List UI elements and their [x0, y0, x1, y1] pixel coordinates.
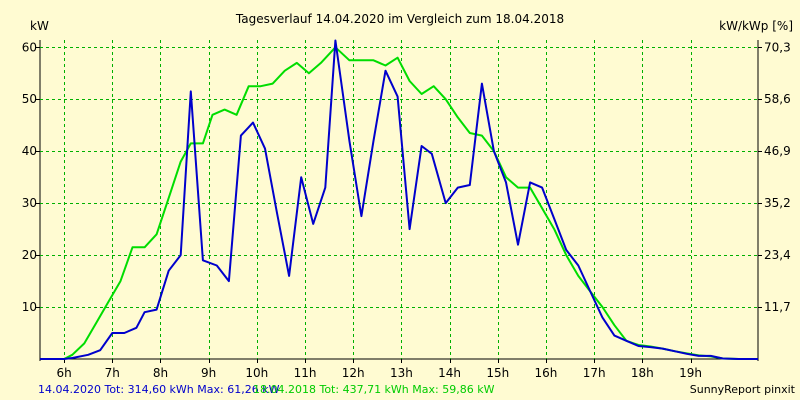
y-tick-label-right: 46,9	[764, 144, 791, 158]
x-tick-label: 11h	[294, 366, 317, 380]
y-tick-label-left: 30	[22, 196, 37, 210]
x-tick-label: 8h	[153, 366, 168, 380]
grid	[40, 40, 758, 359]
y-tick-label-left: 20	[22, 248, 37, 262]
y-tick-label-right: 11,7	[764, 300, 791, 314]
y-tick-label-left: 40	[22, 144, 37, 158]
y-tick-label-left: 50	[22, 92, 37, 106]
x-tick-label: 17h	[583, 366, 606, 380]
series-line-14-04-2020	[40, 39, 758, 360]
series-lines	[40, 39, 758, 360]
chart-title: Tagesverlauf 14.04.2020 im Vergleich zum…	[235, 12, 564, 26]
x-tick-label: 14h	[438, 366, 461, 380]
ticks: 6h 7h 8h 9h 10h 11h 12h 13h 14h 15h 16h 17h 18h 19h 10…	[22, 40, 791, 380]
footer-stats-2020: 14.04.2020 Tot: 314,60 kWh Max: 61,26 kW	[38, 383, 280, 396]
x-tick-label: 10h	[245, 366, 268, 380]
x-tick-label: 7h	[105, 366, 120, 380]
y-axis-label-left: kW	[30, 19, 49, 33]
footer-stats-2018: 18.04.2018 Tot: 437,71 kWh Max: 59,86 kW	[253, 383, 495, 396]
y-tick-label-right: 70,3	[764, 40, 791, 54]
x-tick-label: 12h	[342, 366, 365, 380]
x-tick-label: 13h	[390, 366, 413, 380]
y-tick-label-right: 23,4	[764, 248, 791, 262]
x-tick-label: 19h	[679, 366, 702, 380]
x-tick-label: 6h	[56, 366, 71, 380]
x-tick-label: 16h	[535, 366, 558, 380]
y-tick-label-left: 10	[22, 300, 37, 314]
x-tick-label: 18h	[631, 366, 654, 380]
y-tick-label-right: 58,6	[764, 92, 791, 106]
x-tick-label: 9h	[201, 366, 216, 380]
y-axis-label-right: kW/kWp [%]	[719, 19, 793, 33]
x-tick-label: 15h	[486, 366, 509, 380]
y-tick-label-left: 60	[22, 40, 37, 54]
y-tick-label-right: 35,2	[764, 196, 791, 210]
footer-credit: SunnyReport pinxit	[690, 383, 796, 396]
